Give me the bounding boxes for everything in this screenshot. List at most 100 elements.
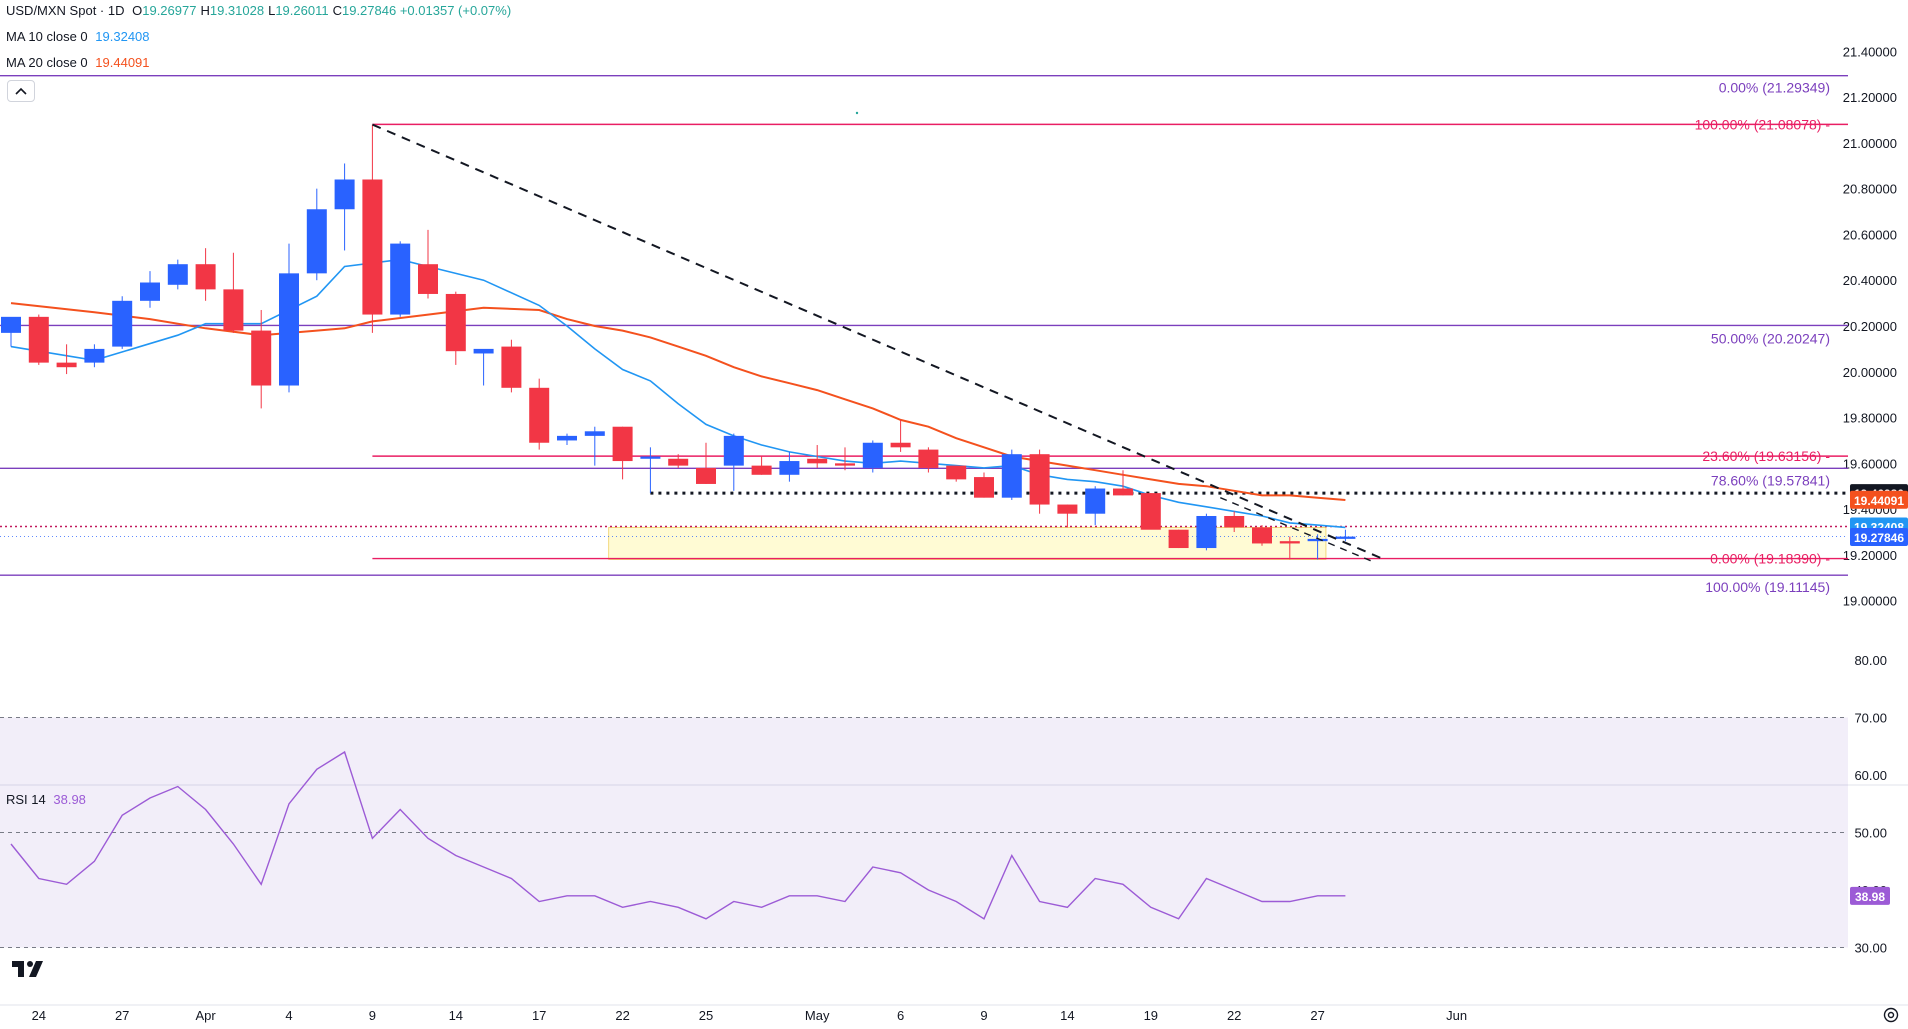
collapse-legend-button[interactable] [7,80,35,102]
candle[interactable] [1,316,21,347]
ma20-legend[interactable]: MA 20 close 0 19.44091 [6,55,150,70]
rsi-axis-tick[interactable]: 50.00 [1854,826,1887,841]
time-axis-label[interactable]: 14 [449,1008,463,1023]
rsi-axis-tick[interactable]: 30.00 [1854,941,1887,956]
candle[interactable] [835,447,855,471]
time-axis-label[interactable]: 9 [369,1008,376,1023]
time-axis-label[interactable]: 22 [615,1008,629,1023]
candle[interactable] [56,344,77,375]
rsi-line[interactable] [10,750,1346,920]
rsi-legend[interactable]: RSI 14 38.98 [6,792,86,807]
candle[interactable] [807,445,828,468]
candle[interactable] [1252,525,1272,546]
rsi-axis-tick[interactable]: 70.00 [1854,711,1887,726]
price-axis-tick[interactable]: 19.60000 [1843,456,1897,471]
time-axis-label[interactable]: 14 [1060,1008,1074,1023]
candle[interactable] [696,442,716,484]
candle[interactable] [751,456,772,475]
price-axis-tick[interactable]: 21.20000 [1843,90,1897,105]
candle[interactable] [890,419,911,452]
candle[interactable] [390,241,411,317]
candle[interactable] [918,447,939,473]
candle[interactable] [1224,511,1245,533]
candle[interactable] [195,248,216,301]
gear-icon[interactable] [1882,1006,1900,1024]
candle[interactable] [723,433,744,491]
time-axis-label[interactable]: Apr [195,1008,216,1023]
candle[interactable] [28,314,49,365]
candle[interactable] [946,465,967,482]
time-axis-label[interactable]: 27 [1310,1008,1324,1023]
candle[interactable] [167,259,188,290]
ma20-line[interactable] [10,302,1346,501]
rsi-axis-tick[interactable]: 80.00 [1854,653,1887,668]
short-trend-line[interactable] [1220,497,1374,563]
candle[interactable] [1029,449,1050,514]
candle[interactable] [1085,486,1106,526]
candle[interactable] [1168,529,1189,549]
candle[interactable] [445,291,466,365]
price-axis-tick[interactable]: 21.40000 [1843,44,1897,59]
candle[interactable] [1001,449,1022,500]
time-axis-label[interactable]: 25 [699,1008,713,1023]
time-axis-label[interactable]: 17 [532,1008,546,1023]
time-axis-label[interactable]: 9 [980,1008,987,1023]
consolidation-zone[interactable] [608,527,1327,560]
price-axis-tick[interactable]: 20.60000 [1843,227,1897,242]
price-axis-tick[interactable]: 20.80000 [1843,182,1897,197]
candle[interactable] [529,378,550,450]
candle[interactable] [668,454,689,468]
time-axis-label[interactable]: 22 [1227,1008,1241,1023]
candle[interactable] [1335,529,1356,542]
candle[interactable] [223,252,244,333]
rsi-axis-tag[interactable]: 38.98 [1850,886,1890,905]
time-axis-label[interactable]: 19 [1144,1008,1158,1023]
candle[interactable] [279,243,299,393]
candle[interactable] [1279,536,1300,560]
price-axis-tick[interactable]: 20.20000 [1843,319,1897,334]
candle[interactable] [140,271,160,308]
candle[interactable] [779,451,800,482]
ma10-line[interactable] [10,258,1346,529]
downtrend-line[interactable] [372,123,1385,561]
price-axis-tag[interactable]: 19.27846 [1850,527,1908,546]
time-axis-label[interactable]: 4 [285,1008,292,1023]
candle[interactable] [501,339,522,393]
ma10-legend[interactable]: MA 10 close 0 19.32408 [6,29,150,44]
time-axis-label[interactable]: May [805,1008,830,1023]
price-axis-tick[interactable]: 21.00000 [1843,136,1897,151]
price-axis-tick[interactable]: 19.20000 [1843,548,1897,563]
candle[interactable] [1057,504,1078,528]
candle[interactable] [584,426,605,466]
tradingview-logo-icon[interactable] [8,954,48,982]
time-axis-label[interactable]: 6 [897,1008,904,1023]
candle[interactable] [334,163,355,251]
candle[interactable] [1196,513,1217,551]
price-axis-tag[interactable]: 19.44091 [1850,490,1908,509]
price-axis-tick[interactable]: 19.80000 [1843,411,1897,426]
candle[interactable] [1140,493,1161,530]
candle[interactable] [862,440,883,473]
candle[interactable] [557,433,577,446]
candle[interactable] [974,472,994,498]
candle[interactable] [84,344,105,368]
candle-body [779,461,800,475]
price-axis-tick[interactable]: 19.00000 [1843,594,1897,609]
symbol-title[interactable]: USD/MXN Spot · 1D [6,3,125,18]
time-axis-label[interactable]: 27 [115,1008,129,1023]
candle[interactable] [112,296,133,349]
time-axis-label[interactable]: 24 [32,1008,46,1023]
candle[interactable] [473,348,494,386]
candle[interactable] [1113,470,1133,496]
candle[interactable] [418,229,438,299]
candle[interactable] [640,447,661,494]
time-axis-label[interactable]: Jun [1446,1008,1467,1023]
price-axis-tick[interactable]: 20.40000 [1843,273,1897,288]
candle[interactable] [251,309,272,409]
candle[interactable] [612,426,633,480]
candle[interactable] [362,124,383,333]
price-axis-tick[interactable]: 20.00000 [1843,365,1897,380]
candle[interactable] [306,188,327,281]
rsi-axis-tick[interactable]: 60.00 [1854,768,1887,783]
